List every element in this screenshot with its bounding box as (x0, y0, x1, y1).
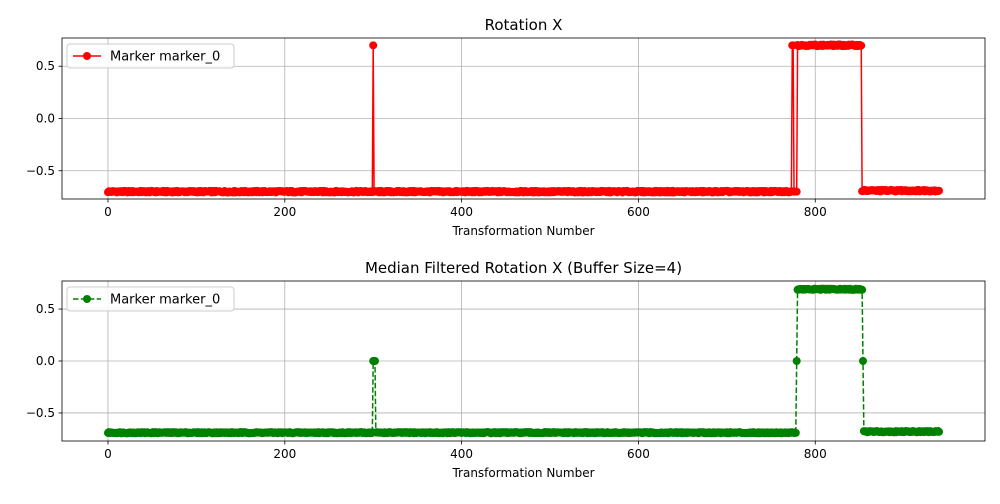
y-tick-label: 0.5 (36, 302, 55, 316)
x-tick-label: 200 (273, 447, 296, 461)
x-axis-label: Transformation Number (451, 466, 594, 480)
legend-swatch-marker (83, 52, 91, 60)
legend-label: Marker marker_0 (110, 50, 220, 65)
data-point (858, 285, 867, 294)
chart-title: Rotation X (485, 16, 563, 34)
data-point (370, 357, 379, 365)
x-tick-label: 800 (804, 447, 827, 461)
x-tick-label: 0 (104, 447, 112, 461)
subplot-1: 0 200 400 600 800 −0.5 0.0 0.5 Rotation X Transfo… (26, 16, 986, 238)
y-tick-label: 0.0 (36, 354, 55, 368)
data-point (369, 41, 378, 50)
legend: Marker marker_0 (66, 286, 235, 312)
data-point (792, 187, 801, 196)
x-tick-label: 200 (273, 205, 296, 219)
series-markers (103, 284, 944, 438)
y-tick-label: 0.5 (36, 59, 55, 73)
x-tick-label: 0 (104, 205, 112, 219)
y-tick-label: −0.5 (26, 164, 55, 178)
data-point (857, 41, 866, 50)
data-point (792, 357, 801, 365)
series-markers (103, 40, 944, 197)
legend-box (66, 43, 235, 69)
legend-box (66, 286, 235, 312)
subplot-2: 0 200 400 600 800 −0.5 0.0 0.5 Median Filtered R… (26, 259, 986, 480)
x-tick-label: 400 (450, 447, 473, 461)
legend: Marker marker_0 (66, 43, 235, 69)
x-tick-label: 600 (627, 447, 650, 461)
chart-title: Median Filtered Rotation X (Buffer Size=… (365, 259, 682, 277)
x-tick-label: 600 (627, 205, 650, 219)
legend-label: Marker marker_0 (110, 293, 220, 308)
x-tick-label: 400 (450, 205, 473, 219)
y-tick-label: 0.0 (36, 112, 55, 126)
data-point (791, 428, 800, 437)
x-tick-label: 800 (804, 205, 827, 219)
data-point (935, 186, 944, 195)
x-axis-label: Transformation Number (451, 224, 594, 238)
data-point (935, 427, 944, 436)
y-tick-label: −0.5 (26, 406, 55, 420)
legend-swatch-marker (83, 295, 91, 303)
data-point (858, 357, 867, 365)
